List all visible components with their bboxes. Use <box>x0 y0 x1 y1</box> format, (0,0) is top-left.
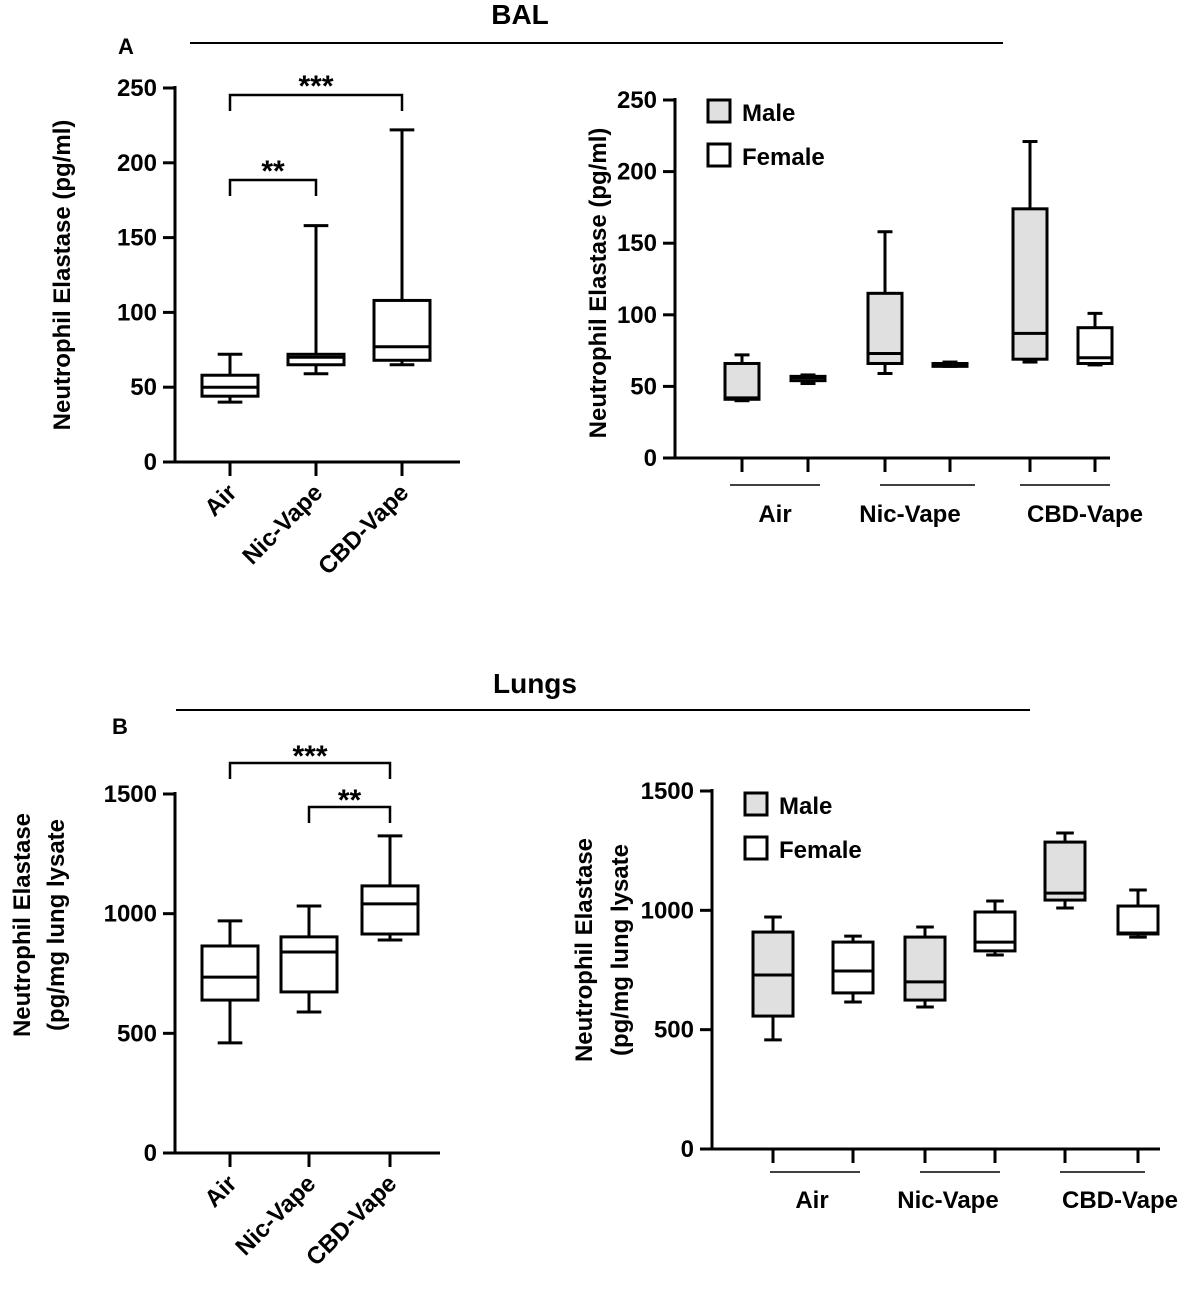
y-tick-label: 100 <box>117 299 157 326</box>
y-axis-label: Neutrophil Elastase (pg/ml) <box>585 128 612 439</box>
section-title-lungs: Lungs <box>493 668 577 699</box>
significance-bracket <box>228 93 404 111</box>
y-tick-label: 250 <box>117 75 157 102</box>
x-group-label: Air <box>758 501 791 528</box>
box-cbd-vape <box>372 298 432 362</box>
box-cbd-vape-male <box>1043 840 1087 902</box>
significance-label: ** <box>338 784 362 817</box>
box-air-female <box>831 940 875 995</box>
box-cbd-vape-male <box>1011 207 1049 361</box>
y-tick-label: 500 <box>654 1017 694 1044</box>
legend-swatch-female <box>706 142 732 168</box>
y-axis-label: Neutrophil Elastase (pg/ml) <box>49 120 76 431</box>
significance-bracket <box>228 178 318 196</box>
legend-swatch-female <box>743 835 769 861</box>
y-tick-label: 0 <box>644 445 657 472</box>
panel-label-b: B <box>112 714 128 739</box>
y-tick-label: 150 <box>117 225 157 252</box>
y-axis-label: (pg/mg lung lysate <box>607 844 634 1056</box>
significance-label: ** <box>261 155 285 188</box>
x-tick-label: CBD-Vape <box>313 479 414 580</box>
x-group-label: CBD-Vape <box>1027 501 1143 528</box>
y-tick-label: 250 <box>617 87 657 114</box>
significance-label: *** <box>292 740 327 773</box>
y-tick-label: 0 <box>144 449 157 476</box>
y-axis-label: Neutrophil Elastase <box>571 838 598 1062</box>
box-cbd-vape <box>360 884 420 936</box>
legend-label: Male <box>742 100 795 127</box>
box-air-male <box>723 361 761 401</box>
x-group-label: Nic-Vape <box>897 1187 998 1214</box>
panel-label-a: A <box>118 34 134 59</box>
box-nic-vape-male <box>903 935 947 1002</box>
x-tick-label: Air <box>200 1170 243 1213</box>
box-air <box>200 944 260 1002</box>
y-tick-label: 0 <box>144 1140 157 1167</box>
box-cbd-vape-female <box>1116 904 1160 936</box>
y-tick-label: 200 <box>117 150 157 177</box>
section-title-bal: BAL <box>491 0 549 30</box>
legend-swatch-male <box>743 791 769 817</box>
x-group-label: Nic-Vape <box>859 501 960 528</box>
y-tick-label: 100 <box>617 302 657 329</box>
y-axis-label: Neutrophil Elastase <box>9 813 36 1037</box>
significance-bracket <box>228 761 392 779</box>
legend-label: Female <box>742 144 825 171</box>
y-tick-label: 1000 <box>641 897 694 924</box>
y-tick-label: 150 <box>617 230 657 257</box>
x-tick-label: Nic-Vape <box>237 479 328 570</box>
y-tick-label: 1500 <box>104 781 157 808</box>
y-axis-label: (pg/mg lung lysate <box>43 819 70 1031</box>
legend-swatch-male <box>706 98 732 124</box>
box-nic-vape <box>286 352 346 367</box>
legend-label: Female <box>779 837 862 864</box>
legend-label: Male <box>779 793 832 820</box>
y-tick-label: 500 <box>117 1020 157 1047</box>
box-nic-vape <box>279 935 339 994</box>
x-group-label: CBD-Vape <box>1062 1187 1178 1214</box>
box-nic-vape-female <box>973 910 1017 953</box>
y-tick-label: 1500 <box>641 778 694 805</box>
y-tick-label: 200 <box>617 159 657 186</box>
x-group-label: Air <box>795 1187 828 1214</box>
significance-bracket <box>307 805 392 823</box>
y-tick-label: 0 <box>681 1136 694 1163</box>
box-nic-vape-male <box>866 291 904 365</box>
y-tick-label: 50 <box>130 374 157 401</box>
significance-label: *** <box>298 70 333 103</box>
x-tick-label: Air <box>200 479 243 522</box>
y-tick-label: 1000 <box>104 901 157 928</box>
y-tick-label: 50 <box>630 373 657 400</box>
